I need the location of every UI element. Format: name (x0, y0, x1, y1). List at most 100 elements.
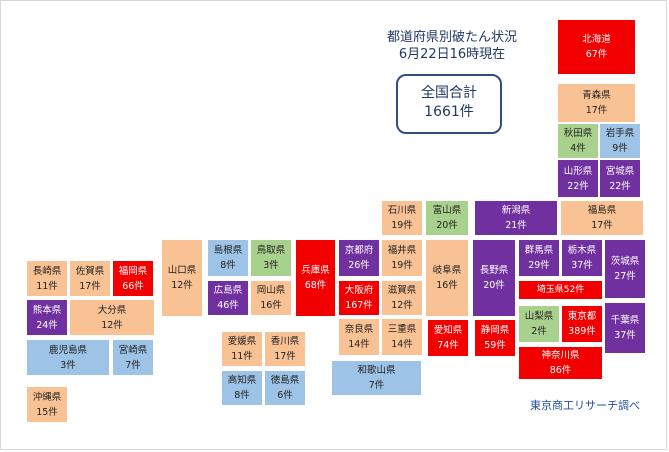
pref-count: 3件 (263, 260, 279, 271)
pref-count: 37件 (614, 330, 636, 341)
pref-hiroshima: 広島県 46件 (207, 280, 249, 316)
pref-yamagata: 山形県 22件 (557, 159, 599, 198)
header-timestamp: 6月22日16時現在 (398, 47, 506, 62)
pref-count: 7件 (125, 359, 141, 371)
pref-count: 22件 (609, 180, 631, 192)
pref-name: 宮城県 (605, 165, 635, 177)
pref-name: 三重県 (387, 324, 417, 335)
pref-miyagi: 宮城県 22件 (599, 159, 641, 198)
pref-kagoshima: 鹿児島県 3件 (26, 339, 110, 376)
header-title: 都道府県別破たん状況 (386, 30, 517, 45)
pref-name: 福井県 (387, 245, 417, 256)
pref-count: 29件 (528, 260, 550, 271)
pref-name: 新潟県 (501, 205, 531, 216)
pref-kochi: 高知県 8件 (221, 370, 263, 406)
total-value: 1661件 (424, 104, 474, 120)
pref-count: 14件 (391, 339, 413, 350)
pref-name: 大分県 (97, 304, 127, 316)
pref-count: 24件 (36, 319, 58, 331)
pref-nagano: 長野県 20件 (472, 239, 516, 317)
pref-count: 66件 (122, 280, 144, 292)
pref-name: 山梨県 (524, 311, 554, 322)
pref-count: 4件 (570, 143, 586, 154)
total-label: 全国合計 (421, 85, 477, 101)
pref-name: 静岡県 (480, 325, 510, 336)
pref-yamanashi: 山梨県 2件 (518, 305, 560, 343)
pref-name: 秋田県 (563, 128, 593, 139)
pref-count: 12件 (391, 300, 413, 311)
pref-name: 鳥取県 (256, 245, 286, 256)
pref-count: 12件 (101, 319, 123, 331)
pref-count: 11件 (231, 351, 253, 362)
pref-oita: 大分県 12件 (69, 299, 155, 336)
pref-count: 74件 (437, 340, 459, 351)
pref-ehime: 愛媛県 11件 (221, 331, 263, 367)
pref-count: 15件 (36, 406, 58, 418)
pref-fukui: 福井県 19件 (381, 239, 423, 277)
pref-count: 68件 (304, 280, 327, 291)
pref-name: 神奈川県 (541, 350, 580, 361)
pref-name: 北海道 (582, 34, 611, 45)
pref-count: 3件 (60, 359, 76, 371)
pref-name: 富山県 (432, 205, 462, 216)
pref-nara: 奈良県 14件 (338, 318, 380, 356)
pref-wakayama: 和歌山県 7件 (331, 360, 422, 396)
pref-kyoto: 京都府 26件 (338, 239, 380, 277)
pref-name: 愛媛県 (227, 336, 257, 347)
pref-name: 埼玉県52件 (537, 284, 584, 296)
pref-count: 9件 (612, 143, 628, 154)
pref-okayama: 岡山県 16件 (250, 280, 292, 316)
pref-name: 愛知県 (433, 325, 463, 336)
pref-ishikawa: 石川県 19件 (381, 200, 423, 236)
pref-count: 16件 (436, 280, 458, 291)
pref-name: 千葉県 (610, 315, 640, 326)
pref-shimane: 島根県 8件 (207, 239, 249, 277)
pref-count: 46件 (217, 300, 239, 311)
pref-hyogo: 兵庫県 68件 (295, 239, 336, 317)
pref-count: 11件 (36, 280, 58, 292)
pref-name: 岡山県 (256, 285, 286, 296)
pref-name: 熊本県 (32, 304, 62, 316)
source-credit: 東京商工リサーチ調べ (530, 399, 640, 412)
pref-name: 沖縄県 (32, 391, 62, 403)
pref-name: 長野県 (479, 265, 509, 276)
pref-niigata: 新潟県 21件 (474, 200, 558, 236)
pref-name-text: 埼玉県 (536, 285, 564, 295)
pref-name: 福島県 (587, 205, 617, 216)
pref-aichi: 愛知県 74件 (427, 319, 469, 357)
pref-name: 佐賀県 (75, 265, 105, 277)
pref-count: 389件 (568, 326, 596, 337)
pref-name: 栃木県 (567, 245, 597, 256)
pref-count: 52件 (563, 285, 585, 295)
pref-name: 山口県 (167, 265, 197, 276)
pref-name: 徳島県 (270, 375, 300, 386)
pref-osaka: 大阪府 167件 (338, 280, 380, 316)
pref-okinawa: 沖縄県 15件 (26, 386, 68, 423)
pref-count: 27件 (614, 271, 636, 282)
pref-count: 21件 (505, 220, 527, 231)
pref-shiga: 滋賀県 12件 (381, 280, 423, 316)
pref-name: 大阪府 (344, 285, 374, 296)
pref-count: 167件 (345, 300, 373, 311)
pref-name: 京都府 (344, 245, 374, 256)
pref-fukuoka: 福岡県 66件 (112, 260, 154, 297)
pref-tokushima: 徳島県 6件 (264, 370, 306, 406)
pref-count: 17件 (79, 280, 101, 292)
pref-fukushima: 福島県 17件 (560, 200, 644, 236)
pref-name: 群馬県 (524, 245, 554, 256)
pref-count: 12件 (171, 280, 193, 291)
pref-count: 20件 (483, 280, 505, 291)
pref-name: 兵庫県 (301, 265, 330, 276)
pref-count: 19件 (391, 260, 413, 271)
pref-miyazaki: 宮崎県 7件 (112, 339, 154, 376)
pref-gifu: 岐阜県 16件 (425, 239, 469, 317)
pref-name: 東京都 (567, 311, 597, 322)
pref-count: 17件 (585, 105, 608, 116)
pref-name: 奈良県 (344, 324, 374, 335)
pref-count: 17件 (591, 220, 613, 231)
pref-count: 14件 (348, 339, 370, 350)
header: 都道府県別破たん状況 6月22日16時現在 (372, 29, 532, 63)
pref-count: 8件 (220, 260, 236, 271)
pref-yamaguchi: 山口県 12件 (161, 239, 203, 317)
